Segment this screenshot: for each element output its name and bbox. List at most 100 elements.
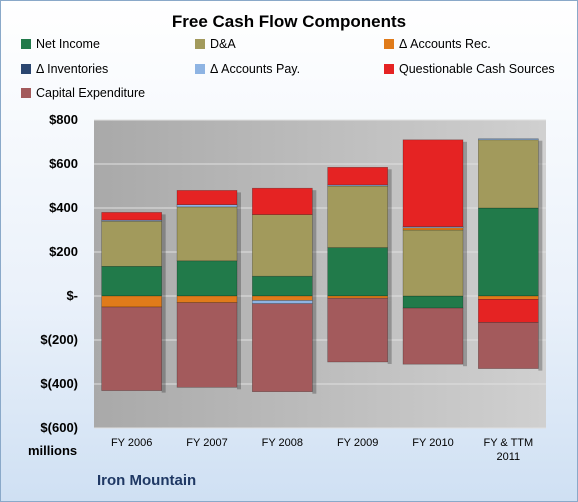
bar-segment	[101, 295, 162, 308]
bar-shadow	[312, 216, 317, 279]
y-tick-label: $(400)	[40, 376, 78, 391]
y-tick-label: $400	[49, 200, 78, 215]
y-tick-label: $800	[49, 112, 78, 127]
bar-shadow	[463, 310, 467, 367]
y-tick-label: $(200)	[40, 332, 78, 347]
bar-segment	[101, 265, 162, 297]
x-tick-label: FY 2009	[336, 437, 379, 449]
legend-item: Net Income	[21, 37, 100, 51]
bar-shadow	[387, 249, 392, 298]
legend-item: Questionable Cash Sources	[384, 62, 555, 76]
bar-segment	[327, 167, 388, 186]
bar-shadow	[161, 223, 166, 269]
bar-shadow	[463, 228, 467, 230]
bar-segment	[327, 295, 388, 299]
plot-area	[94, 120, 546, 428]
bar-shadow	[312, 190, 317, 217]
bar-segment	[478, 139, 539, 209]
bar-shadow	[312, 278, 317, 298]
bar-shadow	[312, 298, 317, 303]
bar-shadow	[387, 298, 392, 301]
y-tick-label: $-	[66, 288, 78, 303]
bar-segment	[101, 220, 162, 267]
bar-segment	[252, 214, 313, 277]
unit-label: millions	[28, 443, 78, 458]
bar-shadow	[161, 309, 166, 393]
y-tick-label: $(600)	[40, 420, 78, 435]
bar-segment	[327, 297, 388, 363]
bar-segment	[327, 247, 388, 297]
bar-shadow	[312, 305, 317, 394]
bar-segment	[252, 295, 313, 301]
legend-item: Δ Accounts Pay.	[195, 62, 300, 76]
legend-item: Δ Inventories	[21, 62, 108, 76]
legend-label: Capital Expenditure	[36, 86, 146, 100]
x-tick-label: FY & TTM 2011	[483, 437, 534, 463]
bar-segment	[252, 275, 313, 297]
bar-shadow	[463, 232, 467, 298]
bar-shadow	[237, 192, 241, 207]
bar-segment	[176, 295, 238, 303]
bar-segment	[101, 306, 162, 391]
y-tick-label: $600	[49, 156, 78, 171]
bar-shadow	[161, 222, 166, 224]
bar-shadow	[538, 301, 543, 325]
legend-swatch	[195, 39, 205, 49]
bar-segment	[478, 138, 539, 141]
legend-label: Δ Accounts Pay.	[210, 62, 301, 76]
legend-label: Δ Accounts Rec.	[399, 37, 491, 51]
bar-shadow	[538, 324, 543, 371]
legend-swatch	[384, 39, 394, 49]
legend-item: Capital Expenditure	[21, 86, 145, 100]
company-name: Iron Mountain	[97, 472, 197, 489]
bar-shadow	[237, 298, 241, 305]
bar-shadow	[237, 262, 241, 298]
bar-segment	[478, 298, 539, 323]
bar-segment	[176, 190, 238, 205]
bar-shadow	[237, 206, 241, 209]
bar-segment	[176, 302, 238, 388]
legend-item: D&A	[195, 37, 236, 51]
bar-shadow	[387, 188, 392, 250]
bar-shadow	[538, 141, 543, 210]
bar-shadow	[161, 214, 166, 223]
bar-shadow	[387, 169, 392, 187]
bar-shadow	[237, 304, 241, 390]
y-tick-label: $200	[49, 244, 78, 259]
bar-shadow	[387, 300, 392, 364]
legend-swatch	[21, 64, 31, 74]
bar-segment	[176, 204, 238, 208]
bar-segment	[402, 295, 464, 309]
bar-segment	[252, 300, 313, 304]
bar-segment	[327, 185, 388, 248]
legend-swatch	[21, 88, 31, 98]
x-tick-label: FY 2007	[186, 437, 228, 449]
bar-shadow	[538, 140, 543, 142]
bar-segment	[402, 229, 464, 297]
bar-shadow	[463, 141, 467, 229]
bar-segment	[252, 187, 313, 215]
bar-shadow	[463, 298, 467, 311]
bar-segment	[402, 227, 464, 231]
bar-segment	[176, 260, 238, 297]
legend-label: Questionable Cash Sources	[399, 62, 555, 76]
bar-segment	[101, 219, 162, 222]
legend-label: Δ Inventories	[36, 62, 109, 76]
bar-segment	[402, 139, 464, 228]
bar-segment	[478, 322, 539, 369]
x-tick-label: FY 2006	[110, 437, 153, 449]
bar-segment	[402, 307, 464, 365]
bar-shadow	[312, 302, 317, 306]
bar-segment	[252, 303, 313, 393]
legend-swatch	[21, 39, 31, 49]
legend-swatch	[195, 64, 205, 74]
bar-shadow	[538, 298, 543, 302]
chart-title: Free Cash Flow Components	[171, 12, 407, 31]
bar-segment	[101, 212, 162, 221]
bar-shadow	[463, 229, 467, 232]
bar-segment	[478, 295, 539, 300]
bar-shadow	[387, 186, 392, 188]
legend-item: Δ Accounts Rec.	[384, 37, 491, 51]
bar-segment	[478, 207, 539, 297]
